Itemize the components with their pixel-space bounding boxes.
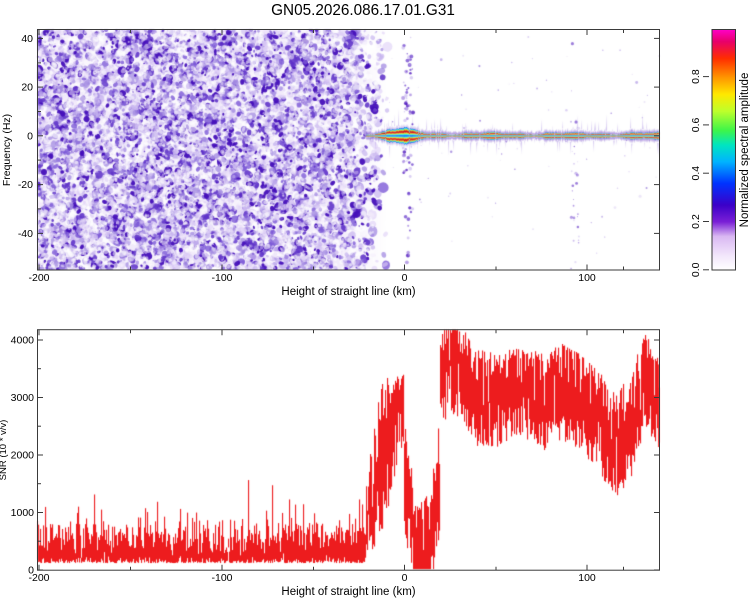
svg-text:4000: 4000 [11, 335, 35, 347]
svg-text:100: 100 [578, 572, 596, 584]
svg-text:2000: 2000 [11, 450, 35, 462]
svg-text:Height of straight line (km): Height of straight line (km) [281, 286, 415, 298]
svg-text:0: 0 [28, 565, 34, 577]
svg-text:0: 0 [402, 272, 408, 284]
svg-text:Height of straight line (km): Height of straight line (km) [281, 586, 415, 598]
svg-text:-100: -100 [211, 572, 232, 584]
svg-text:Frequency (Hz): Frequency (Hz) [1, 114, 13, 186]
svg-text:0.0: 0.0 [690, 262, 702, 277]
svg-text:-20: -20 [18, 179, 33, 191]
svg-text:Normalized spectral amplitude: Normalized spectral amplitude [739, 73, 750, 228]
svg-text:-200: -200 [28, 272, 49, 284]
svg-text:-40: -40 [18, 228, 33, 240]
svg-text:0.6: 0.6 [690, 117, 702, 132]
svg-text:0.4: 0.4 [690, 166, 702, 181]
svg-text:SNR (10 * v/v): SNR (10 * v/v) [0, 420, 9, 481]
svg-text:0: 0 [27, 130, 33, 142]
svg-text:40: 40 [21, 33, 33, 45]
svg-text:1000: 1000 [11, 507, 35, 519]
svg-text:0.2: 0.2 [690, 214, 702, 229]
svg-text:-100: -100 [211, 272, 232, 284]
svg-text:0: 0 [402, 572, 408, 584]
svg-text:3000: 3000 [11, 392, 35, 404]
svg-text:100: 100 [578, 272, 596, 284]
svg-text:20: 20 [21, 82, 33, 94]
svg-text:0.8: 0.8 [690, 69, 702, 84]
